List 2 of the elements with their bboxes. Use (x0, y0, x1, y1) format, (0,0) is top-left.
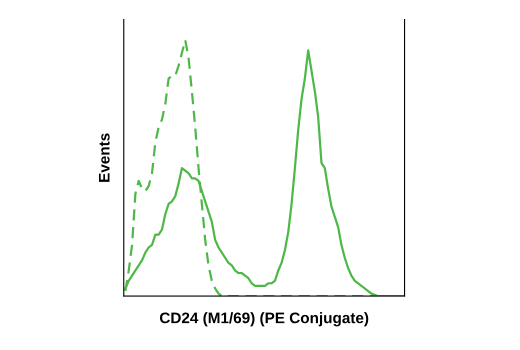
x-axis-title: CD24 (M1/69) (PE Conjugate) (160, 312, 368, 326)
y-axis-title: Events (98, 133, 110, 182)
